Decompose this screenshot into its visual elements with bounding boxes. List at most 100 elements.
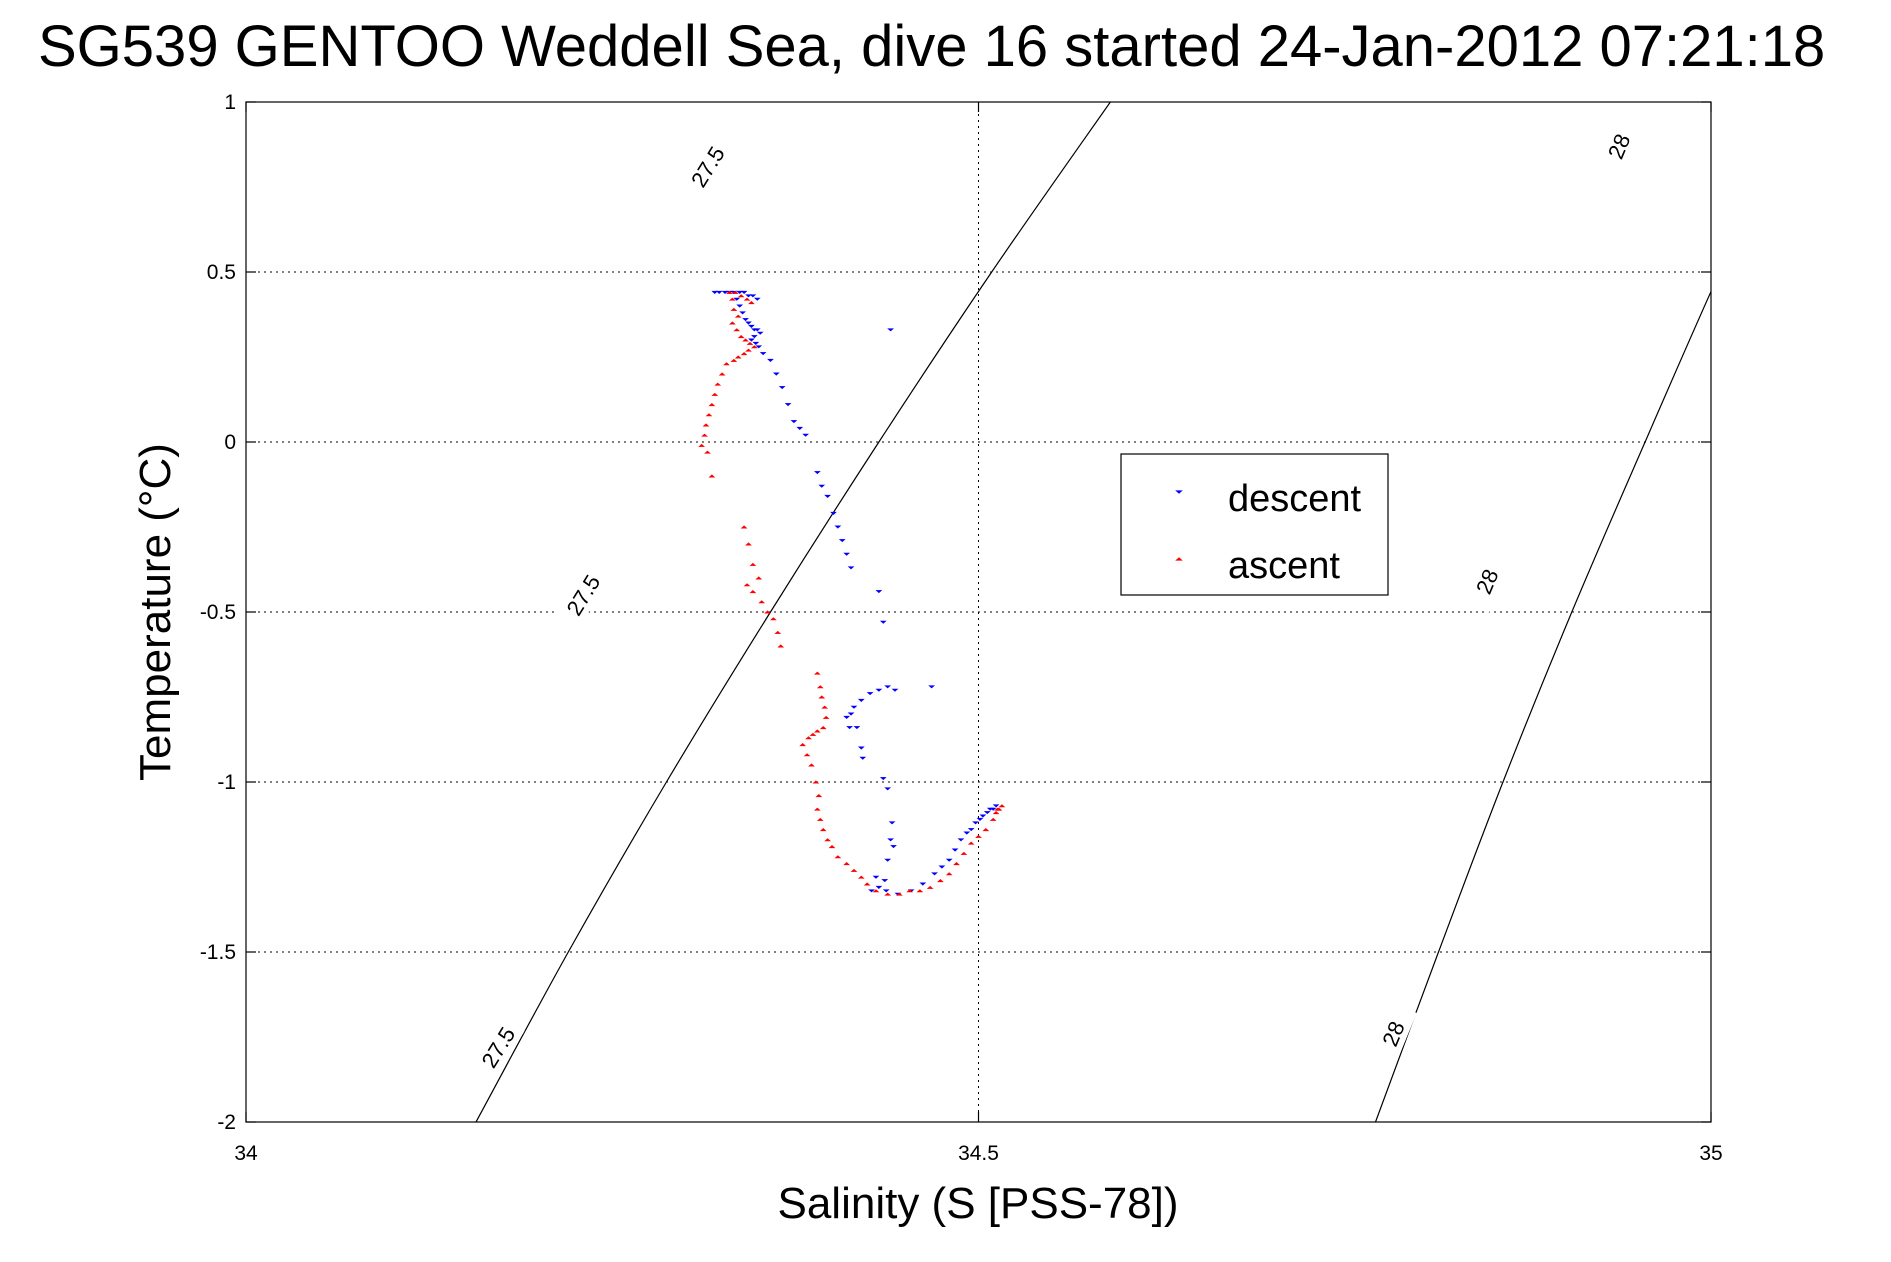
descent-point xyxy=(767,358,774,362)
descent-point xyxy=(824,494,831,498)
contour-label-group: 28 xyxy=(1595,114,1643,178)
ascent-point xyxy=(816,817,824,821)
ascent-point xyxy=(992,811,1000,815)
ascent-point xyxy=(740,352,748,356)
descent-point xyxy=(857,746,865,750)
ascent-point xyxy=(808,763,815,767)
ascent-point xyxy=(975,834,982,838)
descent-point xyxy=(818,484,826,488)
ascent-point xyxy=(704,450,711,454)
ascent-point xyxy=(770,617,777,621)
legend-label-descent: descent xyxy=(1228,478,1362,520)
ascent-point xyxy=(734,355,742,359)
ascent-point xyxy=(906,889,914,893)
descent-point xyxy=(778,386,786,390)
descent-point xyxy=(847,566,855,570)
descent-point xyxy=(879,620,887,624)
descent-point xyxy=(891,688,899,692)
descent-point xyxy=(868,889,875,893)
descent-point xyxy=(872,875,880,879)
descent-point xyxy=(928,685,936,689)
descent-point xyxy=(957,838,965,842)
descent-point xyxy=(846,726,853,730)
ascent-point xyxy=(815,794,823,798)
descent-point xyxy=(979,814,987,818)
descent-point xyxy=(857,698,865,702)
ascent-point xyxy=(748,301,755,305)
ascent-point xyxy=(730,307,738,311)
descent-point xyxy=(750,335,758,339)
contour-label-gap xyxy=(680,135,735,198)
descent-point xyxy=(967,828,975,832)
descent-point xyxy=(882,889,890,893)
descent-point xyxy=(736,290,744,294)
descent-point xyxy=(745,321,752,325)
ascent-point xyxy=(850,868,858,872)
descent-point xyxy=(850,705,858,709)
descent-point xyxy=(881,879,889,883)
descent-point xyxy=(890,845,897,849)
ascent-point xyxy=(994,807,1001,811)
y-tick-label: 0.5 xyxy=(207,261,236,284)
ascent-point xyxy=(960,851,968,855)
ascent-point xyxy=(777,644,785,648)
descent-point xyxy=(879,777,887,781)
ascent-point xyxy=(764,610,771,614)
descent-point xyxy=(884,685,892,689)
legend: descent ascent xyxy=(1120,453,1389,596)
ascent-point xyxy=(799,743,807,747)
descent-point xyxy=(847,712,855,716)
descent-point xyxy=(740,290,748,294)
descent-point xyxy=(739,311,747,315)
ascent-point xyxy=(824,838,831,842)
ascent-point xyxy=(749,590,757,594)
ascent-point xyxy=(953,862,960,866)
descent-point xyxy=(919,882,927,886)
ascent-point xyxy=(819,828,827,832)
descent-point xyxy=(721,290,729,294)
ascent-point xyxy=(805,736,812,740)
descent-point xyxy=(753,328,761,332)
descent-point xyxy=(887,838,894,842)
ascent-point xyxy=(730,358,738,362)
ascent-point xyxy=(926,885,934,889)
ascent-point xyxy=(937,879,944,883)
descent-point xyxy=(755,345,763,349)
ascent-point xyxy=(896,892,903,896)
y-tick-label: -1.5 xyxy=(200,941,236,964)
contour-label-group: 28 xyxy=(1463,550,1511,613)
ascent-point xyxy=(728,321,736,325)
y-tick-label: -0.5 xyxy=(200,601,236,624)
ascent-point xyxy=(843,862,851,866)
ascent-point xyxy=(819,726,827,730)
descent-point xyxy=(733,297,741,301)
descent-point xyxy=(748,338,755,342)
ascent-point xyxy=(745,348,752,352)
descent-point xyxy=(790,420,798,424)
ascent-point xyxy=(698,443,705,447)
chart-title: SG539 GENTOO Weddell Sea, dive 16 starte… xyxy=(38,14,1825,79)
descent-point xyxy=(749,294,757,298)
contour-label-gap xyxy=(1595,114,1643,178)
descent-point xyxy=(945,858,953,862)
descent-point xyxy=(843,715,851,719)
legend-marker-descent xyxy=(1175,490,1183,494)
ascent-point xyxy=(708,474,716,478)
y-tick-label: -1 xyxy=(217,771,236,794)
ascent-point xyxy=(884,892,892,896)
ascent-point xyxy=(945,872,953,876)
ascent-point xyxy=(746,341,754,345)
ascent-point xyxy=(967,841,975,845)
ascent-point xyxy=(803,753,811,757)
descent-point xyxy=(983,811,991,815)
descent-point xyxy=(711,290,719,294)
descent-point xyxy=(875,688,883,692)
descent-point xyxy=(813,471,821,475)
descent-point xyxy=(931,872,938,876)
ascent-point xyxy=(714,382,722,386)
descent-point xyxy=(938,865,946,869)
ascent-point xyxy=(743,297,751,301)
ascent-point xyxy=(718,372,726,376)
x-tick-label: 34 xyxy=(234,1142,258,1165)
ascent-point xyxy=(749,562,757,566)
